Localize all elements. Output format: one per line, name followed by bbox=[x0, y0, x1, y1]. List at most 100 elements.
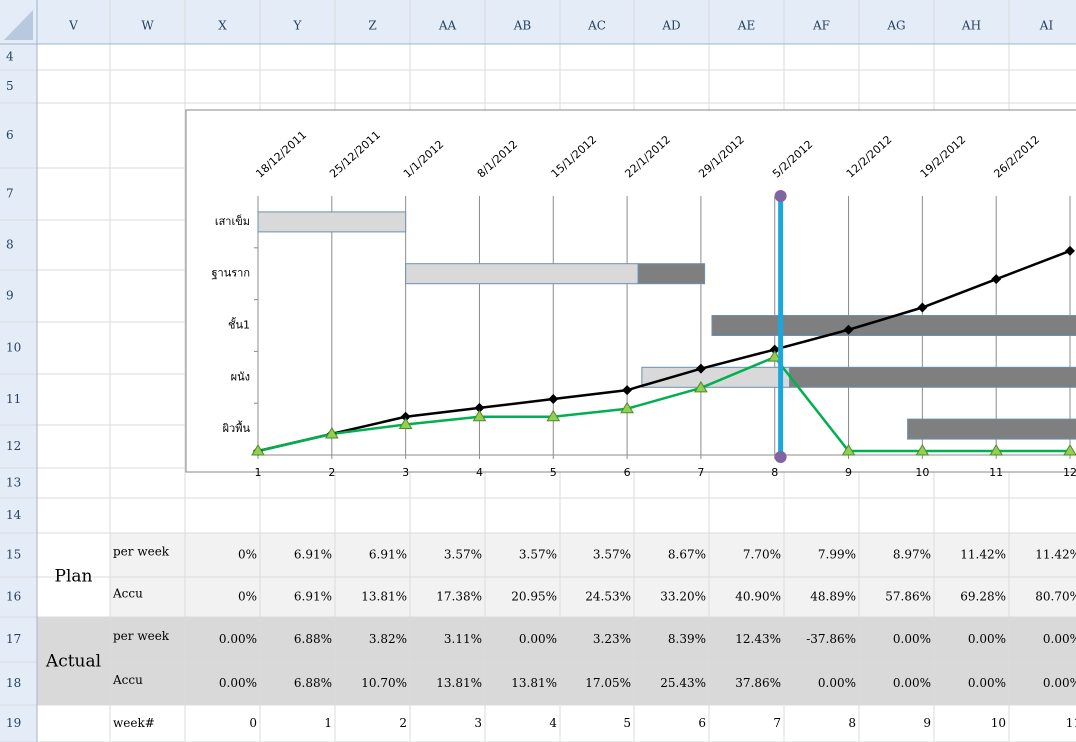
column-header[interactable]: AA bbox=[438, 19, 457, 33]
cell[interactable]: 17.05% bbox=[585, 676, 631, 690]
column-header[interactable]: V bbox=[68, 19, 78, 33]
point bbox=[917, 302, 928, 313]
cell[interactable]: 8.97% bbox=[893, 548, 931, 562]
cell[interactable]: 0.00% bbox=[1043, 676, 1076, 690]
column-header[interactable]: AH bbox=[961, 19, 981, 33]
cell[interactable]: 11.42% bbox=[1035, 548, 1076, 562]
row-header[interactable]: 6 bbox=[6, 128, 14, 142]
row-header[interactable]: 17 bbox=[6, 632, 21, 646]
cell[interactable]: 13.81% bbox=[361, 590, 407, 604]
cell[interactable]: 3.57% bbox=[444, 548, 482, 562]
cell[interactable]: 10 bbox=[991, 716, 1006, 730]
row-header[interactable]: 16 bbox=[6, 590, 21, 604]
column-header[interactable]: Z bbox=[368, 19, 376, 33]
cell[interactable]: 10.70% bbox=[361, 676, 407, 690]
cell[interactable]: 0 bbox=[249, 716, 257, 730]
cell[interactable]: 3.11% bbox=[444, 632, 482, 646]
row-header[interactable]: 13 bbox=[6, 476, 21, 490]
cell[interactable]: 0.00% bbox=[219, 676, 257, 690]
cell[interactable]: 6.91% bbox=[369, 548, 407, 562]
row-header[interactable]: 8 bbox=[6, 238, 14, 252]
row-header[interactable]: 9 bbox=[6, 289, 14, 303]
cell[interactable]: 0.00% bbox=[968, 676, 1006, 690]
column-header[interactable]: W bbox=[141, 19, 154, 33]
column-header[interactable]: Y bbox=[293, 19, 303, 33]
row-header[interactable]: 4 bbox=[6, 50, 14, 64]
cell[interactable]: 69.28% bbox=[960, 590, 1006, 604]
cell[interactable]: 4 bbox=[549, 716, 557, 730]
cell[interactable]: 48.89% bbox=[810, 590, 856, 604]
cell[interactable]: 0.00% bbox=[968, 632, 1006, 646]
column-header[interactable]: AB bbox=[513, 19, 532, 33]
cell[interactable]: 0.00% bbox=[519, 632, 557, 646]
row-header[interactable]: 11 bbox=[6, 392, 21, 406]
cell[interactable]: 7.70% bbox=[743, 548, 781, 562]
cell[interactable]: 0.00% bbox=[219, 632, 257, 646]
point bbox=[324, 426, 339, 439]
column-header[interactable]: AF bbox=[812, 19, 830, 33]
select-all[interactable] bbox=[4, 10, 33, 40]
cell[interactable]: 6.88% bbox=[294, 676, 332, 690]
cell[interactable]: 40.90% bbox=[735, 590, 781, 604]
cell[interactable]: 3 bbox=[474, 716, 482, 730]
cell[interactable]: 1 bbox=[324, 716, 332, 730]
cell[interactable]: 2 bbox=[399, 716, 407, 730]
cell[interactable]: 37.86% bbox=[735, 676, 781, 690]
cell[interactable]: 0.00% bbox=[893, 676, 931, 690]
cell[interactable]: 6.91% bbox=[294, 590, 332, 604]
cell[interactable]: 3.82% bbox=[369, 632, 407, 646]
cell[interactable]: 13.81% bbox=[436, 676, 482, 690]
point bbox=[622, 385, 633, 396]
cell[interactable]: 9 bbox=[923, 716, 931, 730]
cell[interactable]: 80.70% bbox=[1035, 590, 1076, 604]
row-header[interactable]: 15 bbox=[6, 548, 21, 562]
column-header[interactable]: AD bbox=[661, 19, 680, 33]
row-header[interactable]: 19 bbox=[6, 716, 21, 730]
cell[interactable]: 11 bbox=[1066, 716, 1076, 730]
cell[interactable]: 3.23% bbox=[593, 632, 631, 646]
cell[interactable]: 6.88% bbox=[294, 632, 332, 646]
task-label: เสาเข็ม bbox=[215, 214, 250, 228]
cell[interactable]: 3.57% bbox=[519, 548, 557, 562]
cell[interactable]: 17.38% bbox=[436, 590, 482, 604]
cell[interactable]: 57.86% bbox=[885, 590, 931, 604]
cell[interactable]: 11.42% bbox=[960, 548, 1006, 562]
cell[interactable]: 13.81% bbox=[511, 676, 557, 690]
cell[interactable]: -37.86% bbox=[806, 632, 856, 646]
cell[interactable]: 0.00% bbox=[818, 676, 856, 690]
row-header[interactable]: 18 bbox=[6, 676, 21, 690]
column-header[interactable]: AE bbox=[737, 19, 755, 33]
point bbox=[769, 344, 780, 355]
cell[interactable]: 0.00% bbox=[1043, 632, 1076, 646]
cell[interactable]: 7 bbox=[773, 716, 781, 730]
cell[interactable]: 0% bbox=[238, 590, 257, 604]
cell[interactable]: 6 bbox=[698, 716, 706, 730]
column-header[interactable]: AC bbox=[587, 19, 606, 33]
row-header[interactable]: 14 bbox=[6, 508, 22, 522]
cell[interactable]: 0% bbox=[238, 548, 257, 562]
cell[interactable]: 33.20% bbox=[660, 590, 706, 604]
column-header[interactable]: AG bbox=[886, 19, 905, 33]
cell[interactable]: 0.00% bbox=[893, 632, 931, 646]
row-header[interactable]: 12 bbox=[6, 439, 21, 453]
point bbox=[767, 350, 782, 362]
cell[interactable]: 20.95% bbox=[511, 590, 557, 604]
row-header[interactable]: 10 bbox=[6, 341, 21, 355]
status-end bbox=[774, 451, 787, 463]
row-header[interactable]: 5 bbox=[6, 79, 14, 93]
cell[interactable]: 8.39% bbox=[668, 632, 706, 646]
column-header[interactable]: AI bbox=[1039, 19, 1054, 33]
cell[interactable]: 8.67% bbox=[668, 548, 706, 562]
cell[interactable]: 5 bbox=[623, 716, 631, 730]
cell[interactable]: 6.91% bbox=[294, 548, 332, 562]
cell[interactable]: 8 bbox=[848, 716, 856, 730]
column-header[interactable]: X bbox=[218, 19, 227, 33]
task-label: ผนัง bbox=[231, 370, 250, 383]
row-header[interactable]: 7 bbox=[6, 187, 14, 201]
task-bar bbox=[788, 366, 1076, 388]
cell[interactable]: 24.53% bbox=[585, 590, 631, 604]
cell[interactable]: 7.99% bbox=[818, 548, 856, 562]
cell[interactable]: 25.43% bbox=[660, 676, 706, 690]
cell[interactable]: 12.43% bbox=[735, 632, 781, 646]
cell[interactable]: 3.57% bbox=[593, 548, 631, 562]
